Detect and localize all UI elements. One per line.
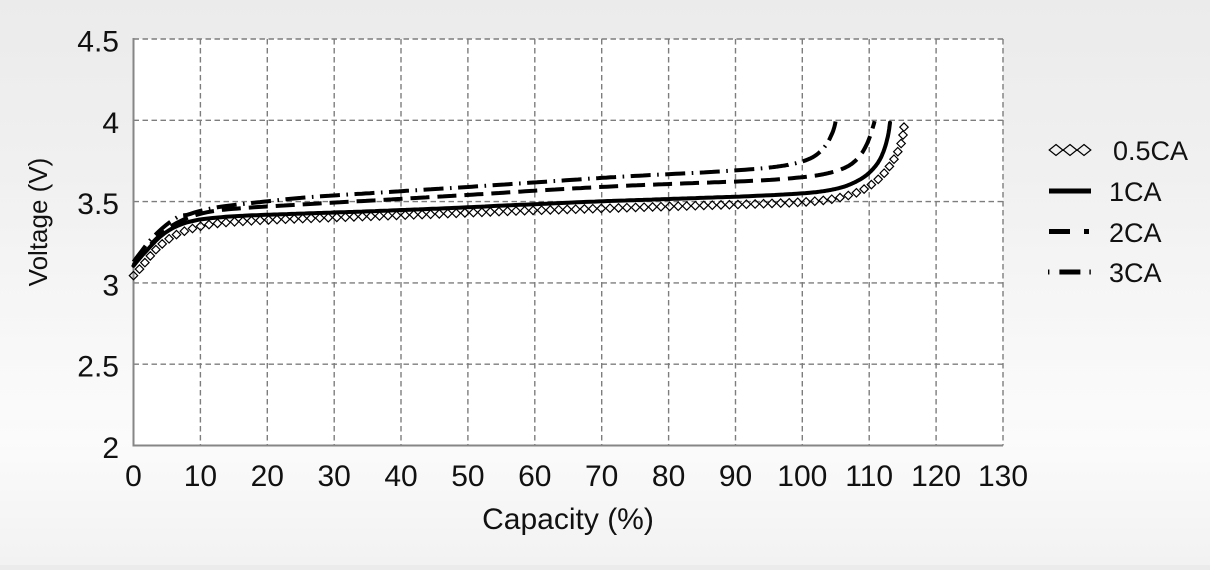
svg-text:3CA: 3CA [1109,258,1162,288]
svg-text:0.5CA: 0.5CA [1113,136,1188,166]
svg-text:Voltage (V): Voltage (V) [23,158,53,287]
svg-text:20: 20 [251,460,284,493]
svg-text:3: 3 [102,269,119,302]
svg-text:Capacity (%): Capacity (%) [482,503,654,536]
svg-text:50: 50 [451,460,484,493]
svg-text:0: 0 [125,460,142,493]
svg-text:2.5: 2.5 [77,351,119,384]
svg-text:2: 2 [102,432,119,465]
svg-text:4: 4 [102,107,119,140]
svg-text:110: 110 [845,460,893,493]
svg-text:4.5: 4.5 [77,26,119,59]
svg-text:10: 10 [184,460,217,493]
svg-text:3.5: 3.5 [77,188,119,221]
svg-text:70: 70 [585,460,618,493]
svg-text:2CA: 2CA [1109,218,1162,248]
svg-text:90: 90 [719,460,752,493]
svg-text:40: 40 [384,460,417,493]
svg-text:30: 30 [318,460,351,493]
svg-text:60: 60 [518,460,551,493]
svg-text:80: 80 [652,460,685,493]
svg-text:1CA: 1CA [1109,177,1162,207]
svg-text:100: 100 [777,460,827,493]
svg-text:130: 130 [978,460,1028,493]
svg-text:120: 120 [911,460,961,493]
